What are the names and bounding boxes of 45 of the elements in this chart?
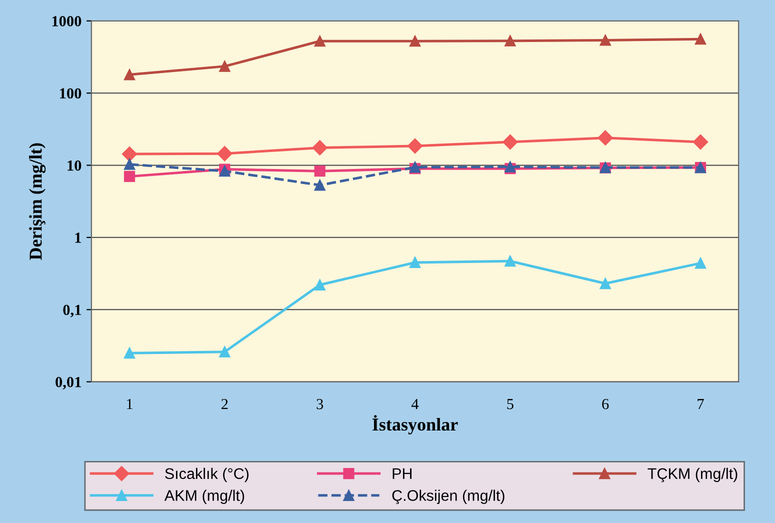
x-tick-label: 2 xyxy=(222,398,228,410)
point xyxy=(312,140,328,156)
x-tick-label: 4 xyxy=(411,399,419,410)
legend-label: AKM (mg/lt) xyxy=(164,490,244,504)
point xyxy=(692,134,708,150)
point xyxy=(694,34,706,45)
y-tick-label: 0,1 xyxy=(63,304,81,318)
point xyxy=(219,60,230,72)
point xyxy=(124,158,136,170)
point xyxy=(219,346,230,358)
point xyxy=(124,69,136,80)
point xyxy=(122,146,138,162)
point xyxy=(124,170,136,182)
point xyxy=(409,256,421,268)
point xyxy=(217,146,232,162)
point xyxy=(504,35,516,46)
y-axis-title: Derişim (mg/lt) xyxy=(29,143,46,260)
point xyxy=(314,166,326,177)
point xyxy=(314,279,326,290)
point xyxy=(124,348,136,359)
y-tick-label: 0,01 xyxy=(56,376,81,390)
point xyxy=(598,130,613,146)
legend-label: TÇKM (mg/lt) xyxy=(648,468,738,482)
y-tick-label: 100 xyxy=(60,88,82,99)
x-tick-label: 6 xyxy=(602,398,609,410)
point xyxy=(502,134,518,150)
point xyxy=(314,180,326,191)
point xyxy=(409,36,421,47)
y-tick-label: 1000 xyxy=(52,16,82,26)
point xyxy=(407,138,423,154)
x-tick-label: 1 xyxy=(127,398,132,410)
x-tick-label: 3 xyxy=(316,398,324,410)
point xyxy=(600,34,611,46)
x-tick-label: 7 xyxy=(698,399,704,410)
point xyxy=(504,256,516,267)
point xyxy=(314,36,326,47)
point xyxy=(600,278,611,290)
x-axis-title: İstasyonlar xyxy=(372,415,458,434)
point xyxy=(694,258,706,269)
y-tick-label: 10 xyxy=(68,160,82,171)
x-tick-label: 5 xyxy=(507,399,514,410)
y-tick-label: 1 xyxy=(75,232,81,243)
legend-label: Ç.Oksijen (mg/lt) xyxy=(392,490,504,504)
legend-label: Sıcaklık (°C) xyxy=(165,468,249,482)
legend-label: PH xyxy=(392,468,412,479)
